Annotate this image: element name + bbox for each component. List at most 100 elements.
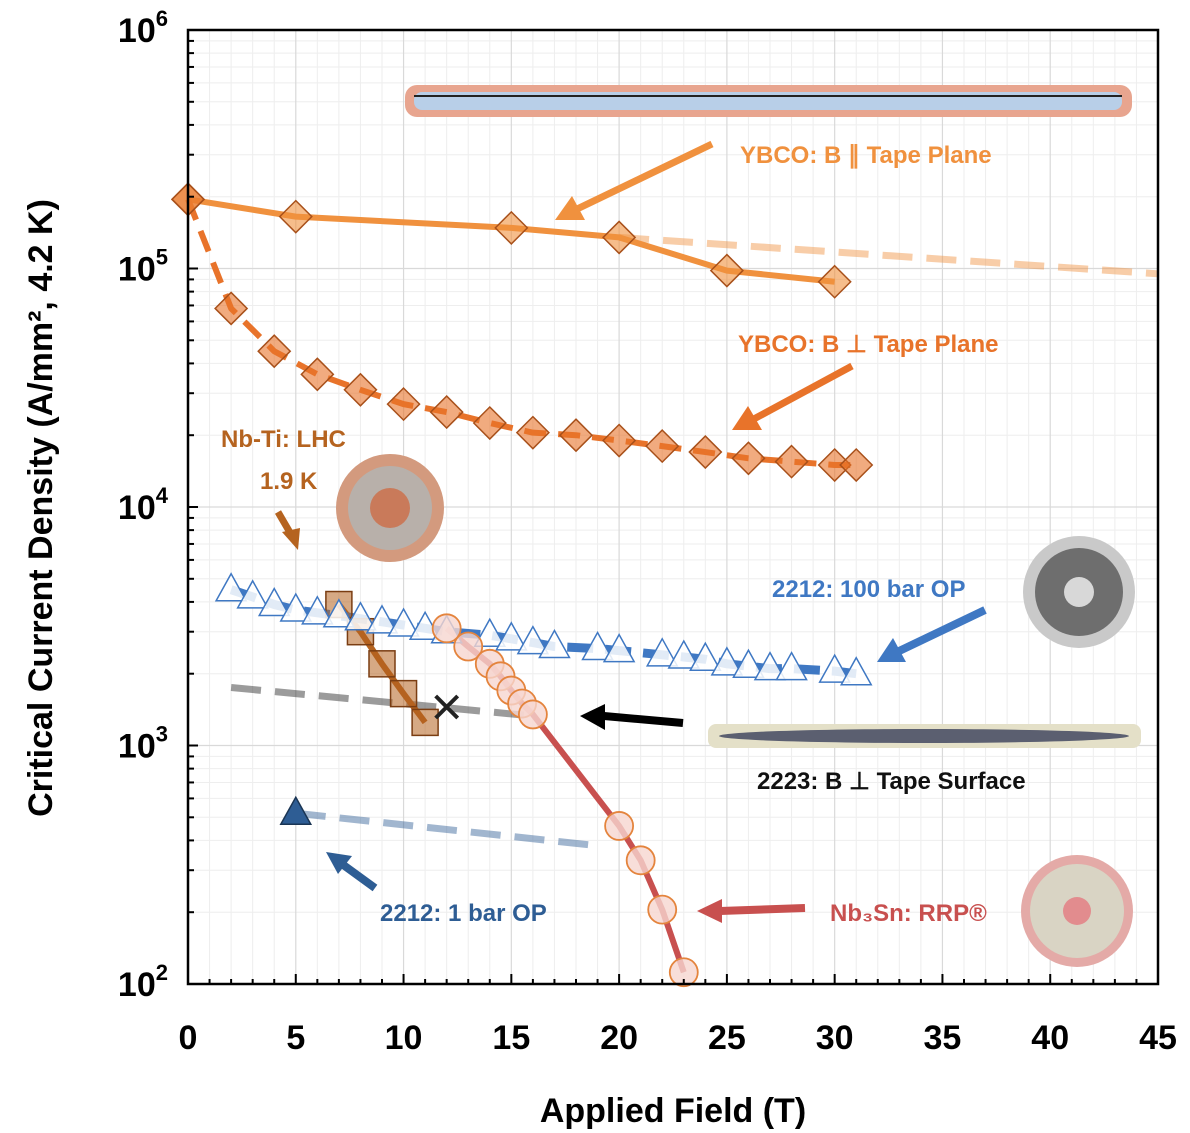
data-point xyxy=(301,595,334,625)
data-point xyxy=(516,625,550,655)
data-point xyxy=(517,699,548,730)
nbti-cross-section-image xyxy=(336,454,444,562)
data-point xyxy=(257,334,292,369)
arrow-ybco-par xyxy=(573,140,714,214)
data-point xyxy=(775,651,808,681)
data-point xyxy=(365,604,399,634)
x-tick-labels: 0 5 10 15 20 25 30 35 40 45 xyxy=(179,1019,1177,1057)
x-tick-label: 35 xyxy=(924,1019,962,1057)
label-2223: 2223: B ⊥ Tape Surface xyxy=(757,768,1026,795)
x-tick-label: 5 xyxy=(286,1019,305,1057)
bi2212-cross-section-image xyxy=(1023,536,1135,648)
data-point xyxy=(411,708,439,737)
label-ybco-parallel: YBCO: B ∥ Tape Plane xyxy=(740,142,992,169)
arrow-2212-100-head xyxy=(877,638,906,662)
y-tick-label: 103 xyxy=(118,722,168,766)
label-2212-1bar: 2212: 1 bar OP xyxy=(380,900,547,927)
data-point xyxy=(731,441,766,476)
data-point xyxy=(495,621,528,651)
data-point xyxy=(278,199,313,234)
data-point xyxy=(387,607,420,637)
data-point xyxy=(214,572,248,602)
extrapolation-line-6 xyxy=(295,809,598,850)
arrow-nb3sn xyxy=(719,904,806,915)
data-point xyxy=(645,429,680,464)
data-point xyxy=(689,641,722,671)
data-point xyxy=(257,586,291,617)
label-nbti-temperature: 1.9 K xyxy=(260,468,318,495)
extrapolation-line-0 xyxy=(618,233,1159,278)
ybco-tape-image xyxy=(405,85,1132,117)
data-point xyxy=(389,679,418,708)
data-point xyxy=(368,650,396,678)
data-point xyxy=(453,631,484,662)
arrow-ybco-par-head xyxy=(555,196,585,220)
series-line-0 xyxy=(187,196,835,285)
data-point xyxy=(710,646,744,676)
label-nbti-lhc: Nb-Ti: LHC xyxy=(221,426,346,453)
label-nb3sn: Nb₃Sn: RRP® xyxy=(830,900,987,927)
nb3sn-cross-section-image xyxy=(1021,855,1133,967)
x-tick-label: 30 xyxy=(816,1019,854,1057)
data-point xyxy=(434,694,460,720)
data-point xyxy=(515,415,550,450)
axis-ticks xyxy=(187,39,1159,985)
series-markers xyxy=(170,182,874,988)
arrow-ybco-perp-head xyxy=(732,406,762,430)
data-point xyxy=(344,601,377,631)
data-point xyxy=(818,653,851,683)
arrow-2223-head xyxy=(580,704,605,730)
extrapolation-lines xyxy=(230,233,1159,850)
data-point xyxy=(472,405,507,441)
y-tick-label: 106 xyxy=(118,6,168,50)
bi2223-tape-image xyxy=(708,724,1141,748)
data-point xyxy=(602,423,637,458)
data-point xyxy=(322,598,356,628)
data-point xyxy=(647,894,678,925)
x-tick-label: 20 xyxy=(600,1019,638,1057)
x-tick-label: 40 xyxy=(1031,1019,1069,1057)
arrow-2212-1 xyxy=(339,860,378,892)
data-point xyxy=(538,628,571,659)
data-point xyxy=(839,656,873,686)
label-2212-100bar: 2212: 100 bar OP xyxy=(772,576,965,603)
data-point xyxy=(645,637,679,667)
data-point xyxy=(839,447,874,483)
data-point xyxy=(581,630,614,661)
x-tick-label: 10 xyxy=(385,1019,423,1057)
data-point xyxy=(386,387,421,422)
arrow-2212-100 xyxy=(893,606,987,657)
arrow-nb3sn-head xyxy=(697,899,722,923)
y-tick-label: 105 xyxy=(118,245,168,289)
x-tick-label: 0 xyxy=(179,1019,198,1057)
arrow-ybco-perp xyxy=(750,362,854,424)
data-point xyxy=(214,291,249,326)
data-point xyxy=(236,579,269,609)
annotation-arrows xyxy=(274,140,987,923)
data-point xyxy=(473,617,507,647)
data-point xyxy=(429,395,464,430)
extrapolation-line-4 xyxy=(230,684,534,720)
y-tick-label: 102 xyxy=(118,960,168,1004)
x-tick-label: 45 xyxy=(1139,1019,1177,1057)
x-tick-label: 25 xyxy=(708,1019,746,1057)
data-point xyxy=(709,253,744,288)
y-axis-title: Critical Current Density (A/mm², 4.2 K) xyxy=(22,199,60,817)
y-tick-label: 104 xyxy=(118,483,169,527)
data-point xyxy=(602,633,636,663)
data-point xyxy=(774,444,809,479)
data-point xyxy=(279,592,313,622)
data-point xyxy=(602,220,637,255)
data-point xyxy=(668,957,699,988)
x-axis-title: Applied Field (T) xyxy=(540,1092,806,1130)
series-lines xyxy=(185,196,857,974)
data-point xyxy=(625,845,656,876)
y-tick-labels: 102 103 104 105 106 xyxy=(118,6,169,1004)
data-point xyxy=(558,418,594,453)
x-tick-label: 15 xyxy=(492,1019,530,1057)
arrow-nbti-head xyxy=(282,528,300,550)
data-point xyxy=(753,651,787,681)
data-point xyxy=(732,648,765,678)
data-point xyxy=(279,795,313,825)
